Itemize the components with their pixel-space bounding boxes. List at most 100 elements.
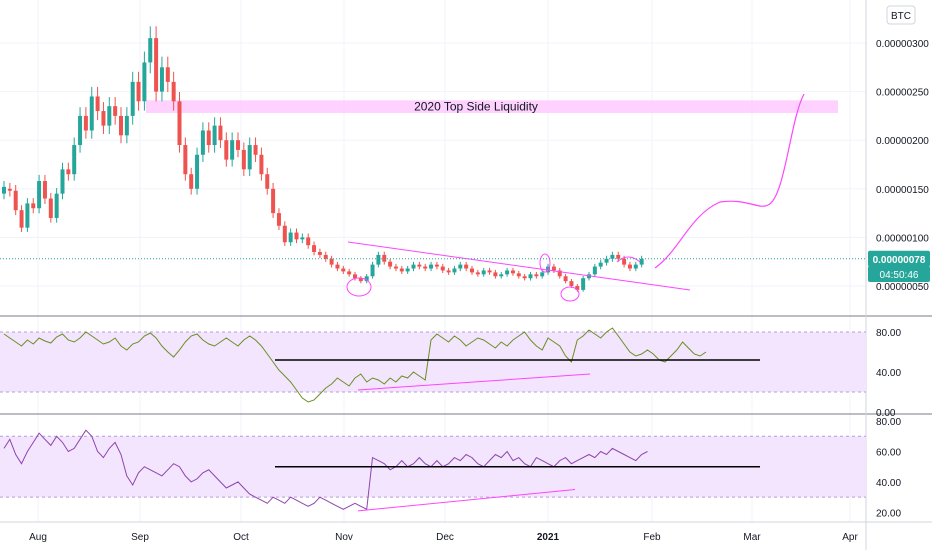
candle-body [183,145,188,175]
candle-body [271,188,276,214]
candle-body [66,169,71,175]
candle-body [575,286,580,290]
candle-body [60,169,65,194]
candle-body [142,62,147,102]
candle-body [19,210,24,228]
candle-body [218,125,223,141]
price-tick-label: 0.00000200 [876,136,929,147]
liquidity-zone-label: 2020 Top Side Liquidity [414,100,538,114]
descending-trendline [347,241,691,291]
candle-body [592,266,597,275]
candle-body [458,264,463,269]
drawing-annotations[interactable] [346,93,805,302]
candle-body [446,270,451,273]
candle-body [177,101,182,146]
candle-body [54,193,59,218]
candle-body [306,237,311,246]
candle-body [633,264,638,269]
candle-body [516,273,521,277]
candle-body [411,264,416,269]
candle-body [78,115,83,146]
indicator-tick-label: 40.00 [876,478,901,489]
candle-body [189,174,194,189]
candle-body [113,106,118,116]
candle-body [604,258,609,263]
candle-body [534,274,539,277]
symbol-badge[interactable]: BTC [886,5,916,25]
candle-body [294,232,299,240]
candle-body [335,264,340,269]
candle-body [165,67,170,82]
indicator-tick-label: 0.00 [876,408,896,419]
liquidity-zone[interactable]: 2020 Top Side Liquidity [146,100,838,114]
candle-body [505,270,510,275]
candle-body [639,258,644,265]
time-tick-label: 2021 [537,532,560,543]
candle-body [247,145,252,170]
candle-body [2,186,6,194]
symbol-badge-frame [886,5,916,25]
candle-body [230,140,235,160]
countdown-label: 04:50:46 [880,270,919,281]
candle-body [323,254,328,259]
time-tick-label: Aug [29,532,47,543]
candlestick-series[interactable] [2,26,644,292]
candle-body [107,106,112,126]
breakout-circle [539,253,551,273]
axes: 0.00000300 0.00000250 0.00000200 0.00000150… [29,39,929,543]
candle-body [399,268,404,272]
candle-body [405,268,410,272]
time-tick-label: Nov [335,532,353,543]
candle-body [540,272,545,277]
candle-body [83,115,88,131]
indicator-series-line [3,429,648,511]
indicator-tick-label: 60.00 [876,447,901,458]
candle-body [171,81,176,102]
price-tick-label: 0.00000100 [876,233,929,244]
time-tick-label: Dec [436,532,454,543]
time-tick-label: Feb [643,532,661,543]
time-tick-label: Sep [131,532,149,543]
price-tick-label: 0.00000250 [876,88,929,99]
candle-body [417,264,422,267]
candle-body [563,276,568,282]
candle-body [200,130,205,155]
indicator-lines[interactable] [3,327,760,512]
candle-body [195,154,200,189]
candle-body [551,266,556,271]
grid [0,0,866,522]
candle-body [159,67,164,92]
candle-body [31,203,36,209]
candle-body [581,278,586,290]
divergence-line [357,373,591,391]
candle-body [148,38,153,63]
candle-body [557,270,562,277]
candle-body [13,190,18,211]
indicator-tick-label: 80.00 [876,417,901,428]
time-tick-label: Apr [842,532,858,543]
candle-body [236,140,240,150]
candle-body [370,264,375,277]
candle-body [393,266,398,269]
candle-body [312,245,317,252]
candle-body [154,38,159,92]
candle-body [481,270,486,275]
indicator-band [0,332,866,392]
candle-body [358,278,363,282]
candle-body [282,225,287,243]
candle-body [130,81,135,116]
candle-body [464,264,469,269]
price-tick-label: 0.00000050 [876,282,929,293]
candle-body [265,174,270,189]
last-price-label: 0.00000078 [873,255,926,266]
candle-body [341,268,346,272]
candle-body [7,188,12,191]
candle-body [510,270,515,274]
candle-body [499,274,504,277]
candle-body [347,271,352,275]
candle-body [364,276,369,282]
candle-body [95,96,100,112]
candle-body [241,149,246,170]
candle-body [376,254,381,265]
